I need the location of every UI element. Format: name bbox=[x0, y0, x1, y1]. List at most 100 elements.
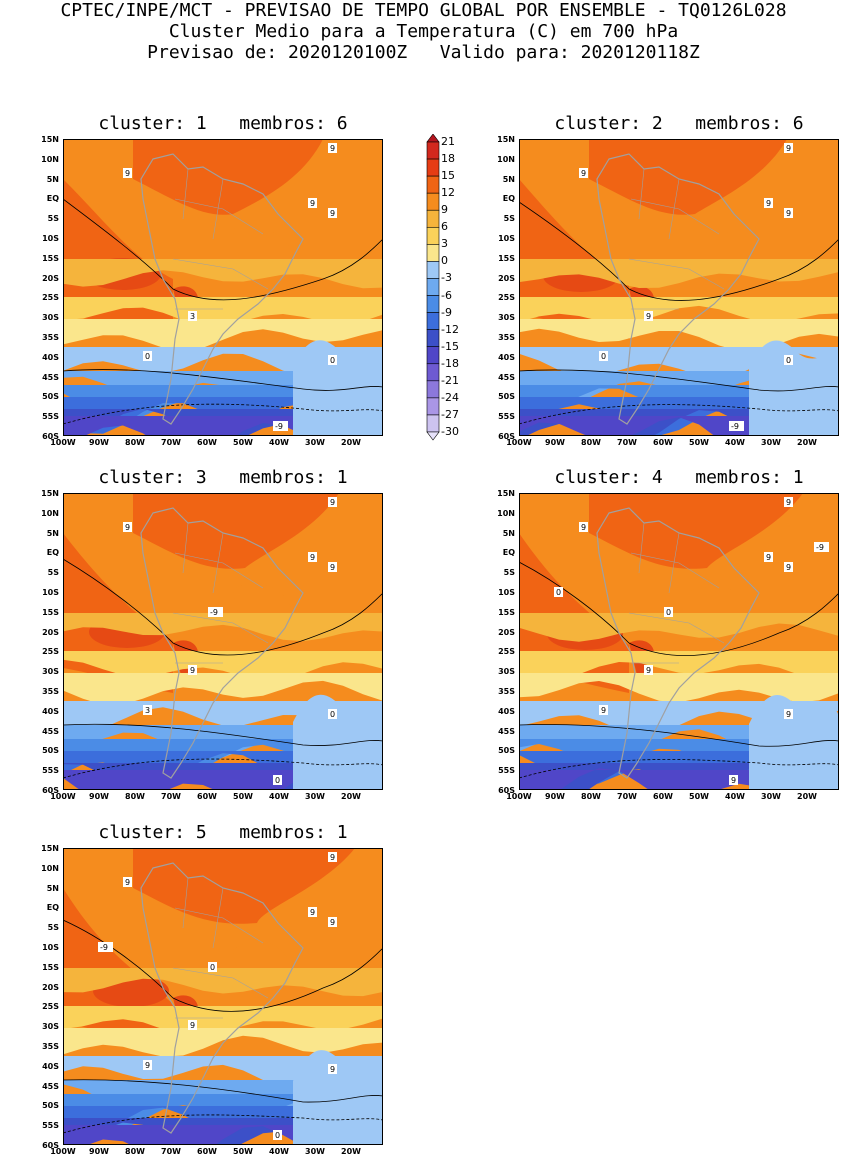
lon-tick-label: 60W bbox=[653, 438, 673, 447]
svg-text:9: 9 bbox=[330, 1065, 335, 1074]
contour-label: 0 bbox=[328, 355, 337, 365]
colorbar-swatch bbox=[426, 141, 440, 160]
lat-tick-label: 25S bbox=[42, 1002, 59, 1012]
lat-tick-label: 10N bbox=[41, 508, 59, 518]
contour-9 bbox=[63, 919, 383, 1012]
lon-tick-label: 60W bbox=[653, 792, 673, 801]
contour-label: 9 bbox=[328, 208, 337, 218]
colorbar-swatch bbox=[426, 261, 440, 279]
colorbar-swatch bbox=[426, 134, 440, 143]
lon-tick-label: 90W bbox=[89, 438, 109, 447]
lon-tick-label: 60W bbox=[197, 792, 217, 801]
colorbar-swatch bbox=[426, 414, 440, 433]
contour-0 bbox=[63, 723, 383, 746]
lat-tick-label: 15N bbox=[41, 844, 59, 853]
lat-tick-label: 40S bbox=[42, 352, 59, 362]
colorbar-scale bbox=[426, 134, 440, 441]
cool-anomaly bbox=[293, 694, 383, 790]
colorbar-swatch bbox=[426, 226, 440, 245]
svg-text:9: 9 bbox=[766, 553, 771, 562]
lat-tick-label: 30S bbox=[42, 667, 59, 677]
svg-text:9: 9 bbox=[310, 908, 315, 917]
lon-tick-label: 20W bbox=[341, 792, 361, 801]
lat-tick-label: 60S bbox=[42, 432, 59, 441]
contour-label: 9 bbox=[328, 562, 337, 572]
colorbar-swatch bbox=[426, 346, 440, 365]
contour-9 bbox=[63, 198, 383, 301]
lat-tick-label: 10S bbox=[42, 943, 59, 952]
country-border bbox=[172, 967, 269, 999]
lon-tick-label: 90W bbox=[545, 792, 565, 801]
lat-tick-label: 45S bbox=[42, 1081, 59, 1091]
colorbar-swatch bbox=[426, 363, 440, 382]
lat-tick-label: 5N bbox=[46, 528, 59, 538]
svg-text:9: 9 bbox=[646, 666, 651, 675]
contour-label: 3 bbox=[188, 311, 197, 321]
contour-label: 9 bbox=[644, 311, 653, 321]
colorbar-swatch bbox=[426, 431, 440, 441]
svg-text:9: 9 bbox=[786, 563, 791, 572]
svg-text:-9: -9 bbox=[816, 543, 824, 552]
country-border bbox=[182, 877, 189, 929]
contour-label: 0 bbox=[143, 351, 152, 361]
lat-tick-label: 30S bbox=[498, 313, 515, 323]
svg-text:0: 0 bbox=[275, 1131, 280, 1140]
country-border bbox=[174, 907, 264, 944]
svg-text:9: 9 bbox=[330, 918, 335, 927]
contour-label: 0 bbox=[784, 355, 793, 365]
country-border bbox=[174, 198, 264, 235]
lat-tick-label: 5N bbox=[46, 174, 59, 184]
contour-0 bbox=[63, 369, 383, 391]
country-border bbox=[182, 168, 189, 220]
lon-tick-label: 100W bbox=[50, 1147, 76, 1156]
contour-label: 0 bbox=[664, 607, 673, 617]
lat-tick-label: 25S bbox=[42, 293, 59, 303]
svg-text:9: 9 bbox=[330, 563, 335, 572]
lat-tick-label: 55S bbox=[42, 766, 59, 776]
lon-tick-label: 70W bbox=[617, 792, 637, 801]
svg-text:9: 9 bbox=[330, 144, 335, 153]
lat-tick-label: 10S bbox=[42, 588, 59, 597]
temperature-map: 9 9 9 9 9 9 9 0 0 -9 bbox=[63, 848, 383, 1145]
lon-tick-label: 20W bbox=[797, 438, 817, 447]
contour-label: 0 bbox=[599, 351, 608, 361]
lat-tick-label: 10N bbox=[41, 863, 59, 873]
coastline bbox=[140, 862, 304, 1134]
colorbar-label: -3 bbox=[441, 271, 452, 285]
lat-tick-label: 10S bbox=[42, 234, 59, 243]
lon-tick-label: 40W bbox=[269, 792, 289, 801]
svg-text:9: 9 bbox=[601, 706, 606, 715]
svg-text:3: 3 bbox=[145, 706, 150, 715]
contour-label: 0 bbox=[273, 1130, 282, 1140]
country-border bbox=[668, 532, 680, 594]
colorbar-label: -9 bbox=[441, 305, 452, 319]
svg-text:9: 9 bbox=[125, 169, 130, 178]
warm-region bbox=[589, 139, 787, 215]
lat-tick-label: 15N bbox=[497, 489, 515, 498]
lon-tick-label: 30W bbox=[305, 438, 325, 447]
contour-label: 9 bbox=[328, 497, 337, 507]
cool-anomaly bbox=[293, 340, 383, 436]
contour-label: 9 bbox=[123, 522, 132, 532]
map-panel: 9 9 9 9 3 0 0 -9 bbox=[63, 139, 383, 436]
country-border bbox=[628, 258, 725, 290]
lat-tick-label: 15S bbox=[498, 607, 515, 617]
svg-text:0: 0 bbox=[556, 588, 561, 597]
lat-tick-label: 40S bbox=[42, 1061, 59, 1071]
lat-tick-label: 35S bbox=[498, 333, 515, 342]
lon-tick-label: 30W bbox=[305, 792, 325, 801]
figure-title-line1: CPTEC/INPE/MCT - PREVISAO DE TEMPO GLOBA… bbox=[60, 0, 787, 21]
lat-tick-label: 15S bbox=[498, 253, 515, 263]
warm-region bbox=[133, 139, 323, 215]
colorbar-label: 6 bbox=[441, 220, 448, 234]
lat-tick-label: 20S bbox=[42, 273, 59, 283]
lat-tick-label: 5S bbox=[47, 568, 59, 578]
lat-tick-label: 30S bbox=[42, 1022, 59, 1032]
svg-text:-9: -9 bbox=[275, 422, 283, 431]
lat-tick-label: 20S bbox=[42, 982, 59, 992]
lat-tick-label: 55S bbox=[498, 766, 515, 776]
lon-tick-label: 90W bbox=[89, 1147, 109, 1156]
temperature-map: 9 9 9 9 9 9 9 9 0 0 -9 bbox=[519, 493, 839, 790]
country-border bbox=[212, 178, 224, 240]
panel-title: cluster: 4 membros: 1 bbox=[554, 467, 804, 488]
